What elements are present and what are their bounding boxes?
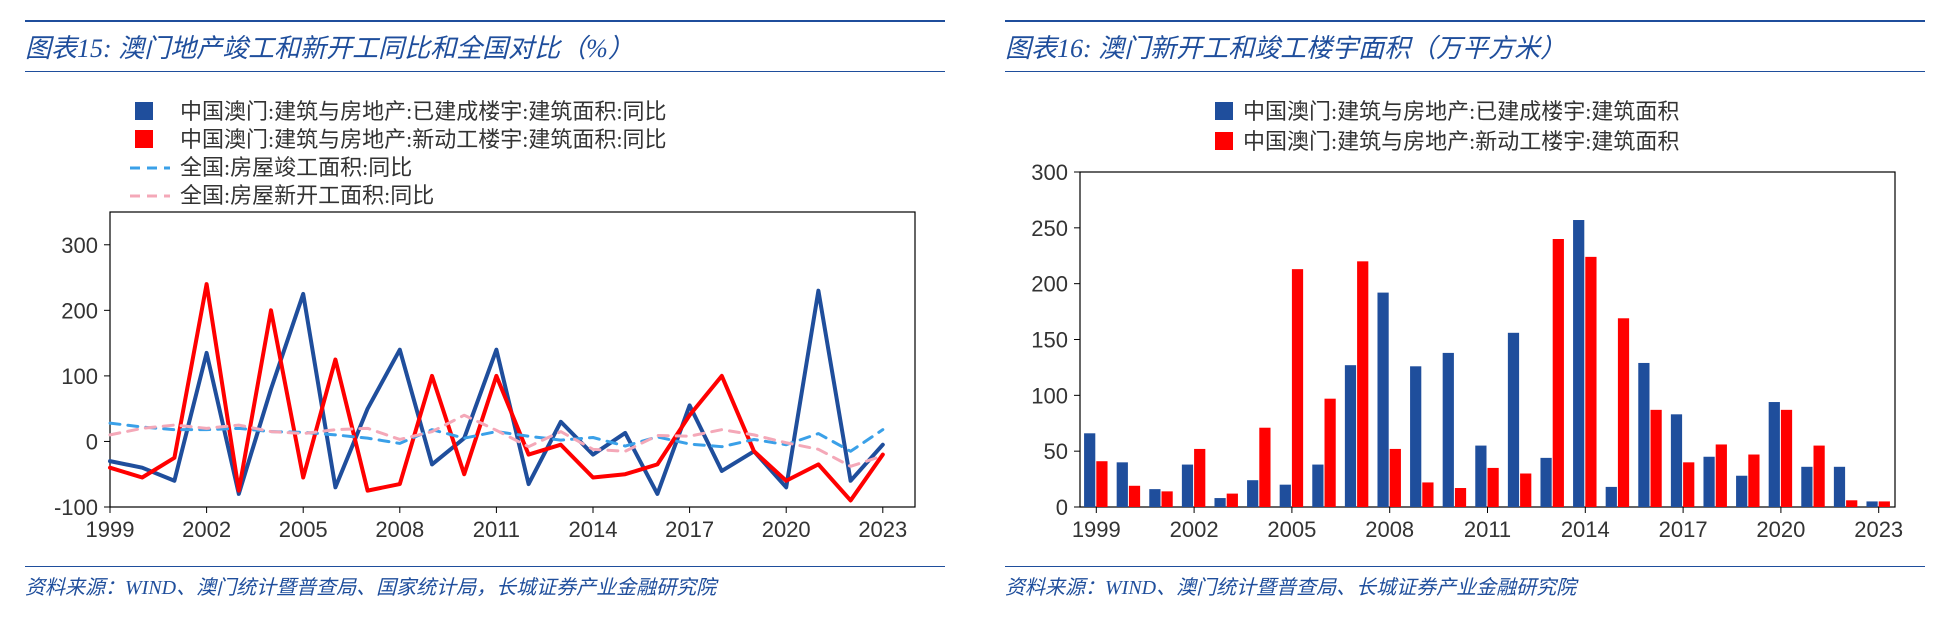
bar-macau_new_started_area-2001 (1162, 491, 1173, 507)
bar-macau_new_started_area-2018 (1716, 444, 1727, 507)
svg-text:中国澳门:建筑与房地产:新动工楼宇:建筑面积:同比: 中国澳门:建筑与房地产:新动工楼宇:建筑面积:同比 (180, 127, 666, 152)
bar-macau_completed_area-2002 (1182, 465, 1193, 507)
svg-text:2017: 2017 (1659, 517, 1708, 542)
svg-text:2014: 2014 (1561, 517, 1610, 542)
svg-text:全国:房屋新开工面积:同比: 全国:房屋新开工面积:同比 (180, 183, 434, 208)
bar-macau_completed_area-2013 (1540, 458, 1551, 507)
svg-text:0: 0 (86, 429, 98, 454)
bar-macau_completed_area-2020 (1769, 402, 1780, 507)
svg-text:2002: 2002 (182, 517, 231, 542)
svg-text:300: 300 (61, 233, 98, 258)
svg-text:中国澳门:建筑与房地产:新动工楼宇:建筑面积: 中国澳门:建筑与房地产:新动工楼宇:建筑面积 (1243, 129, 1679, 154)
bar-macau_completed_area-2016 (1638, 363, 1649, 507)
bar-macau_new_started_area-2003 (1227, 494, 1238, 507)
bar-macau_new_started_area-2005 (1292, 269, 1303, 507)
svg-text:2014: 2014 (569, 517, 618, 542)
bar-macau_completed_area-2018 (1703, 457, 1714, 507)
bar-macau_new_started_area-2006 (1325, 399, 1336, 507)
right-source: 资料来源：WIND、澳门统计暨普查局、长城证券产业金融研究院 (1005, 566, 1925, 600)
svg-text:150: 150 (1031, 328, 1068, 353)
svg-text:200: 200 (1031, 272, 1068, 297)
bar-macau_completed_area-2007 (1345, 365, 1356, 507)
bar-macau_new_started_area-2019 (1748, 455, 1759, 507)
svg-text:2017: 2017 (665, 517, 714, 542)
bar-macau_new_started_area-2008 (1390, 449, 1401, 507)
bar-macau_completed_area-2004 (1247, 480, 1258, 507)
svg-text:100: 100 (1031, 383, 1068, 408)
bar-macau_completed_area-2017 (1671, 414, 1682, 507)
left-source: 资料来源：WIND、澳门统计暨普查局、国家统计局，长城证券产业金融研究院 (25, 566, 945, 600)
svg-text:0: 0 (1056, 495, 1068, 520)
bar-macau_completed_area-2015 (1606, 487, 1617, 507)
right-chart: 0 50 100 150 200 250 300 1999 2002 2005 2008 2011 20… (1005, 72, 1925, 562)
right-panel: 图表16: 澳门新开工和竣工楼宇面积（万平方米） 0 50 100 150 200 250… (1005, 20, 1925, 600)
bar-macau_completed_area-1999 (1084, 433, 1095, 507)
svg-text:2008: 2008 (375, 517, 424, 542)
bar-macau_new_started_area-1999 (1096, 461, 1107, 507)
bar-macau_completed_area-2001 (1149, 489, 1160, 507)
bar-macau_new_started_area-2023 (1879, 501, 1890, 507)
bar-macau_new_started_area-2010 (1455, 488, 1466, 507)
svg-text:50: 50 (1044, 439, 1068, 464)
bar-macau_new_started_area-2007 (1357, 261, 1368, 507)
svg-text:中国澳门:建筑与房地产:已建成楼宇:建筑面积: 中国澳门:建筑与房地产:已建成楼宇:建筑面积 (1243, 99, 1679, 124)
bar-macau_new_started_area-2009 (1422, 482, 1433, 507)
bar-macau_completed_area-2006 (1312, 465, 1323, 507)
left-panel: 图表15: 澳门地产竣工和新开工同比和全国对比（%） -100010020030… (25, 20, 945, 600)
left-title: 图表15: 澳门地产竣工和新开工同比和全国对比（%） (25, 20, 945, 72)
svg-text:2005: 2005 (279, 517, 328, 542)
bar-macau_new_started_area-2022 (1846, 500, 1857, 507)
svg-text:中国澳门:建筑与房地产:已建成楼宇:建筑面积:同比: 中国澳门:建筑与房地产:已建成楼宇:建筑面积:同比 (180, 99, 666, 124)
bar-macau_completed_area-2000 (1117, 462, 1128, 507)
svg-text:2005: 2005 (1267, 517, 1316, 542)
bar-macau_new_started_area-2011 (1488, 468, 1499, 507)
bar-macau_new_started_area-2012 (1520, 474, 1531, 508)
svg-text:2011: 2011 (1464, 517, 1511, 542)
bar-macau_completed_area-2012 (1508, 333, 1519, 507)
bar-macau_completed_area-2019 (1736, 476, 1747, 507)
svg-text:全国:房屋竣工面积:同比: 全国:房屋竣工面积:同比 (180, 155, 412, 180)
svg-text:1999: 1999 (1072, 517, 1121, 542)
svg-text:2023: 2023 (858, 517, 907, 542)
bar-macau_completed_area-2022 (1834, 467, 1845, 507)
svg-text:2020: 2020 (762, 517, 811, 542)
charts-row: 图表15: 澳门地产竣工和新开工同比和全国对比（%） -100010020030… (25, 20, 1925, 600)
svg-text:2020: 2020 (1756, 517, 1805, 542)
svg-text:1999: 1999 (86, 517, 135, 542)
svg-text:100: 100 (61, 364, 98, 389)
svg-text:250: 250 (1031, 216, 1068, 241)
bar-macau_completed_area-2003 (1214, 498, 1225, 507)
bar-macau_completed_area-2009 (1410, 366, 1421, 507)
bar-macau_new_started_area-2000 (1129, 486, 1140, 507)
right-title: 图表16: 澳门新开工和竣工楼宇面积（万平方米） (1005, 20, 1925, 72)
svg-text:2011: 2011 (473, 517, 520, 542)
bar-macau_new_started_area-2002 (1194, 449, 1205, 507)
bar-macau_new_started_area-2015 (1618, 318, 1629, 507)
bar-macau_new_started_area-2020 (1781, 410, 1792, 507)
bar-macau_completed_area-2010 (1443, 353, 1454, 507)
bar-macau_completed_area-2023 (1866, 501, 1877, 507)
bar-macau_completed_area-2008 (1377, 293, 1388, 507)
bar-macau_completed_area-2014 (1573, 220, 1584, 507)
bar-macau_completed_area-2021 (1801, 467, 1812, 507)
bar-macau_completed_area-2005 (1280, 485, 1291, 507)
bar-macau_completed_area-2011 (1475, 446, 1486, 507)
svg-text:2008: 2008 (1365, 517, 1414, 542)
bar-macau_new_started_area-2017 (1683, 462, 1694, 507)
left-chart: -100010020030019992002200520082011201420… (25, 72, 945, 562)
bar-macau_new_started_area-2004 (1259, 428, 1270, 507)
svg-text:2023: 2023 (1854, 517, 1903, 542)
bar-macau_new_started_area-2021 (1814, 446, 1825, 507)
svg-text:2002: 2002 (1170, 517, 1219, 542)
bar-macau_new_started_area-2016 (1651, 410, 1662, 507)
bar-macau_new_started_area-2014 (1585, 257, 1596, 507)
svg-text:200: 200 (61, 298, 98, 323)
bar-macau_new_started_area-2013 (1553, 239, 1564, 507)
svg-text:300: 300 (1031, 160, 1068, 185)
